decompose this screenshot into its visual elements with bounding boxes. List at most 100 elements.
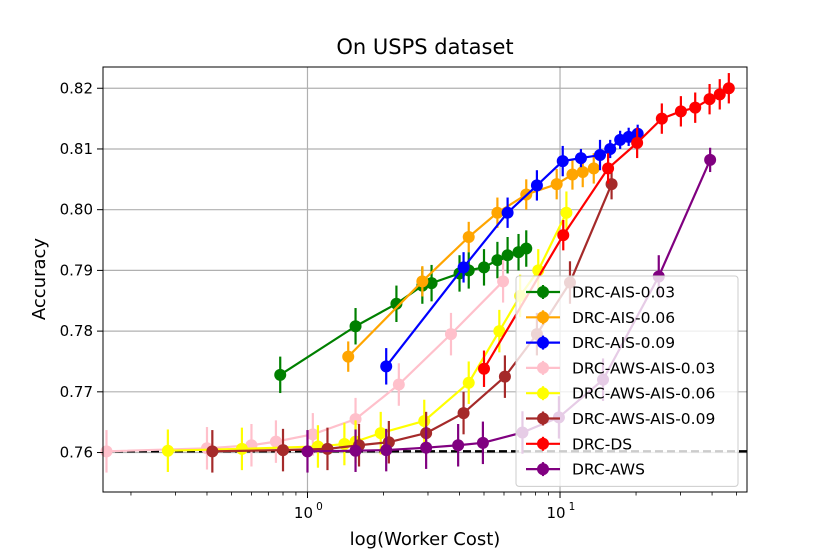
legend-marker [537,361,549,374]
data-point [452,439,465,452]
data-point [722,82,735,95]
chart-title: On USPS dataset [336,35,513,59]
legend-marker [537,286,549,298]
legend-marker [537,463,549,476]
data-point [560,206,573,219]
legend-marker [537,387,549,400]
data-point [349,320,362,333]
legend-entry: DRC-AWS-AIS-0.09 [526,410,715,428]
data-point [349,413,362,426]
y-tick-label: 0.76 [60,444,93,462]
data-point [478,261,491,274]
data-point [622,130,635,143]
legend-marker [537,336,549,349]
data-point [491,206,504,219]
data-point [713,88,726,101]
y-axis-ticks: 0.76 0.77 0.78 0.79 0.80 0.81 0.82 [60,79,103,462]
y-axis-label: Accuracy [29,238,50,321]
legend-label: DRC-AIS-0.06 [572,309,675,327]
legend-label: DRC-AWS [572,461,645,479]
data-point [100,445,113,458]
data-point [594,149,607,162]
data-point [498,370,511,383]
data-point [493,325,506,338]
data-point [380,444,393,457]
legend-marker [537,412,549,425]
legend-label: DRC-AIS-0.03 [572,284,675,302]
data-point [277,444,290,457]
legend-entry: DRC-AIS-0.06 [526,309,675,327]
data-point [380,360,393,373]
data-point [390,297,403,310]
data-point [550,178,563,191]
data-point [566,168,579,181]
data-point [520,242,533,255]
data-point [631,136,644,149]
y-tick-label: 0.82 [60,79,93,97]
series-layer [100,73,735,473]
x-tick-label: 10 [546,504,565,522]
y-tick-label: 0.80 [60,201,93,219]
data-point [556,155,569,168]
legend-entry: DRC-AIS-0.09 [526,334,675,352]
data-point [206,445,219,458]
legend: DRC-AIS-0.03 DRC-AIS-0.06 DRC-AIS-0.09 DRC-… [515,275,739,487]
x-tick-label: 10 [294,504,313,522]
data-point [557,229,570,242]
data-point [420,441,433,454]
data-point [501,206,514,219]
data-point [418,414,431,427]
data-point [576,166,589,179]
data-point [602,162,615,175]
data-point [342,350,355,363]
data-point [457,407,470,420]
data-point [374,427,387,440]
data-point [235,442,248,455]
data-point [349,444,362,457]
data-point [476,436,489,449]
series-drc-aws-ais-0.03 [100,260,510,473]
data-point [161,444,174,457]
legend-entry: DRC-AWS-AIS-0.06 [526,385,715,403]
x-tick-exponent: 0 [316,501,323,513]
data-point [491,254,504,267]
data-point [306,428,319,441]
data-point [497,275,510,288]
series-drc-ds [478,73,735,387]
legend-label: DRC-AWS-AIS-0.03 [572,359,715,377]
y-tick-label: 0.79 [60,261,93,279]
data-point [478,362,491,375]
x-axis-ticks: 10 0 10 1 [130,492,737,522]
legend-label: DRC-AWS-AIS-0.06 [572,385,715,403]
data-point [674,105,687,118]
data-point [462,376,475,389]
legend-entry: DRC-AIS-0.03 [526,284,675,302]
data-point [274,368,287,381]
series-drc-aws-ais-0.06 [161,191,573,472]
data-point [457,261,470,274]
data-point [530,179,543,192]
y-tick-label: 0.78 [60,322,93,340]
data-point [501,249,514,262]
y-tick-label: 0.81 [60,140,93,158]
legend-marker [537,437,549,450]
x-axis-label: log(Worker Cost) [350,529,501,550]
data-point [301,445,314,458]
x-tick-exponent: 1 [569,501,576,513]
series-drc-ais-0.09 [380,124,644,385]
data-point [704,153,717,166]
data-point [269,435,282,448]
legend-entry: DRC-AWS-AIS-0.03 [526,359,715,377]
legend-label: DRC-AWS-AIS-0.09 [572,410,715,428]
data-point [587,162,600,175]
legend-entry: DRC-AWS [526,461,645,479]
data-point [392,378,405,391]
data-point [416,275,429,288]
legend-label: DRC-DS [572,435,632,453]
legend-marker [537,311,549,324]
y-tick-label: 0.77 [60,383,93,401]
data-point [703,93,716,106]
data-point [321,442,334,455]
data-point [462,231,475,243]
